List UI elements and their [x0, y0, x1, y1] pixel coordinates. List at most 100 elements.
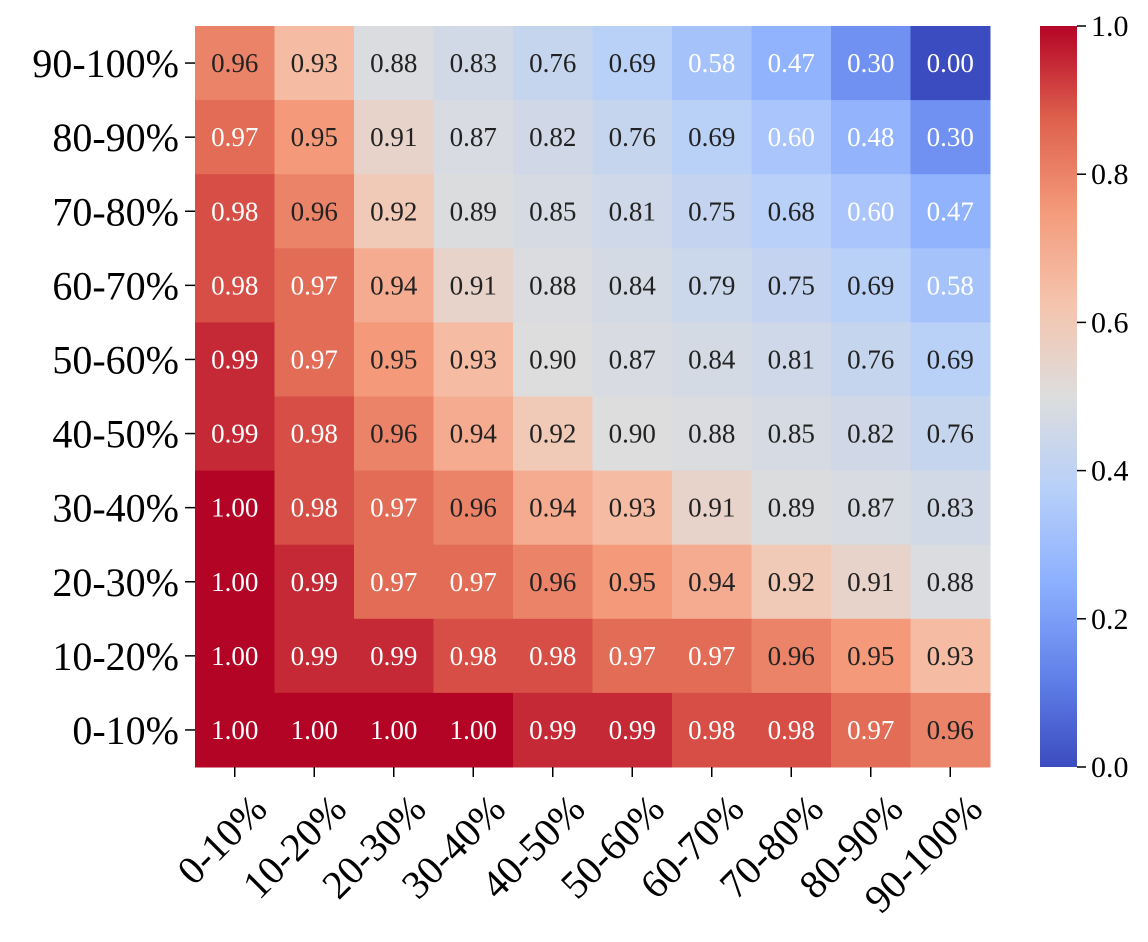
- heatmap-cell: [672, 322, 752, 397]
- cell-value-label: 0.90: [529, 344, 576, 374]
- cell-value-label: 0.94: [688, 567, 736, 597]
- heatmap-cell: [433, 174, 514, 249]
- heatmap-cell: [195, 396, 275, 472]
- heatmap-cell: [195, 618, 275, 694]
- cell-value-label: 0.30: [927, 122, 974, 152]
- heatmap-cell: [433, 322, 514, 397]
- y-tick-label: 80-90%: [52, 115, 179, 160]
- heatmap-cell: [513, 248, 593, 323]
- y-tick-label: 20-30%: [52, 560, 179, 605]
- cell-value-label: 0.97: [847, 715, 894, 745]
- cell-value-label: 0.97: [370, 493, 417, 523]
- cell-value-label: 0.88: [927, 567, 974, 597]
- cell-value-label: 0.91: [450, 270, 497, 300]
- heatmap-cell: [433, 26, 514, 101]
- heatmap-cell: [910, 692, 991, 768]
- cell-value-label: 0.95: [847, 641, 894, 671]
- heatmap-cell: [831, 322, 911, 397]
- heatmap-cell: [354, 692, 434, 768]
- colorbar-tick-label: 1.0: [1091, 10, 1129, 43]
- heatmap-cell: [354, 26, 434, 101]
- heatmap-cell: [672, 618, 752, 694]
- colorbar-gradient: [1040, 26, 1077, 767]
- cell-value-label: 0.96: [450, 493, 497, 523]
- cell-value-label: 0.81: [609, 196, 656, 226]
- heatmap-cell: [751, 692, 832, 768]
- heatmap-cell: [354, 396, 434, 472]
- cell-value-label: 0.82: [847, 419, 894, 449]
- cell-value-label: 0.00: [927, 48, 974, 78]
- heatmap-cell: [910, 322, 991, 397]
- cell-value-label: 0.87: [450, 122, 497, 152]
- cell-value-label: 0.98: [768, 715, 815, 745]
- y-tick-label: 30-40%: [52, 486, 179, 531]
- cell-value-label: 0.97: [688, 641, 735, 671]
- heatmap-cell: [751, 174, 832, 249]
- cell-value-label: 0.83: [927, 493, 974, 523]
- heatmap-cell: [354, 322, 434, 397]
- cell-value-label: 0.76: [609, 122, 656, 152]
- heatmap-cell: [274, 174, 355, 249]
- heatmap-cell: [592, 174, 673, 249]
- heatmap-cell: [433, 692, 514, 768]
- heatmap-cell: [592, 396, 673, 472]
- colorbar-tick-label: 0.6: [1091, 306, 1129, 339]
- cell-value-label: 0.97: [450, 567, 497, 597]
- cell-value-label: 0.76: [529, 48, 576, 78]
- heatmap-cell: [513, 26, 593, 101]
- heatmap-cell: [195, 692, 275, 768]
- heatmap-cell: [195, 544, 275, 620]
- cell-value-label: 1.00: [211, 493, 258, 523]
- heatmap-cell: [751, 618, 832, 694]
- heatmap-cell: [672, 248, 752, 323]
- cell-value-label: 0.97: [211, 122, 258, 152]
- cell-value-label: 0.81: [768, 344, 815, 374]
- cell-value-label: 0.30: [847, 48, 894, 78]
- cell-value-label: 0.92: [370, 196, 417, 226]
- cell-value-label: 0.88: [529, 270, 576, 300]
- cell-value-label: 0.96: [768, 641, 815, 671]
- y-tick-label: 90-100%: [32, 41, 179, 86]
- heatmap-cell: [274, 396, 355, 472]
- heatmap-cell: [433, 248, 514, 323]
- y-tick-label: 40-50%: [52, 412, 179, 457]
- heatmap-cell: [274, 544, 355, 620]
- heatmap-cell: [831, 692, 911, 768]
- heatmap-cell: [592, 618, 673, 694]
- heatmap-cell: [910, 26, 991, 101]
- cell-value-label: 0.97: [291, 344, 338, 374]
- heatmap-cells: 0.96 0.93 0.88 0.83 0.76 0.69 0.58 0.47 0.30 0.00…: [195, 26, 991, 768]
- cell-value-label: 0.93: [450, 344, 497, 374]
- heatmap-cell: [751, 248, 832, 323]
- cell-value-label: 0.95: [609, 567, 656, 597]
- cell-value-label: 1.00: [211, 567, 258, 597]
- cell-value-label: 0.99: [291, 641, 338, 671]
- heatmap-cell: [910, 100, 991, 175]
- cell-value-label: 0.48: [847, 122, 894, 152]
- y-tick-label: 70-80%: [52, 189, 179, 234]
- heatmap-cell: [592, 248, 673, 323]
- cell-value-label: 0.75: [688, 196, 735, 226]
- cell-value-label: 0.98: [291, 493, 338, 523]
- heatmap-cell: [195, 322, 275, 397]
- heatmap-cell: [592, 100, 673, 175]
- heatmap-cell: [751, 544, 832, 620]
- heatmap-cell: [910, 248, 991, 323]
- cell-value-label: 1.00: [450, 715, 497, 745]
- heatmap-cell: [751, 470, 832, 546]
- cell-value-label: 0.84: [688, 344, 736, 374]
- heatmap-cell: [672, 26, 752, 101]
- heatmap-cell: [354, 100, 434, 175]
- colorbar-tick-label: 0.4: [1091, 455, 1129, 488]
- cell-value-label: 0.76: [847, 344, 894, 374]
- heatmap-cell: [831, 396, 911, 472]
- cell-value-label: 0.99: [370, 641, 417, 671]
- cell-value-label: 0.89: [768, 493, 815, 523]
- cell-value-label: 1.00: [291, 715, 338, 745]
- heatmap-cell: [831, 26, 911, 101]
- cell-value-label: 1.00: [211, 641, 258, 671]
- heatmap-cell: [513, 618, 593, 694]
- heatmap-cell: [195, 100, 275, 175]
- cell-value-label: 0.95: [291, 122, 338, 152]
- y-tick-label: 0-10%: [72, 708, 179, 753]
